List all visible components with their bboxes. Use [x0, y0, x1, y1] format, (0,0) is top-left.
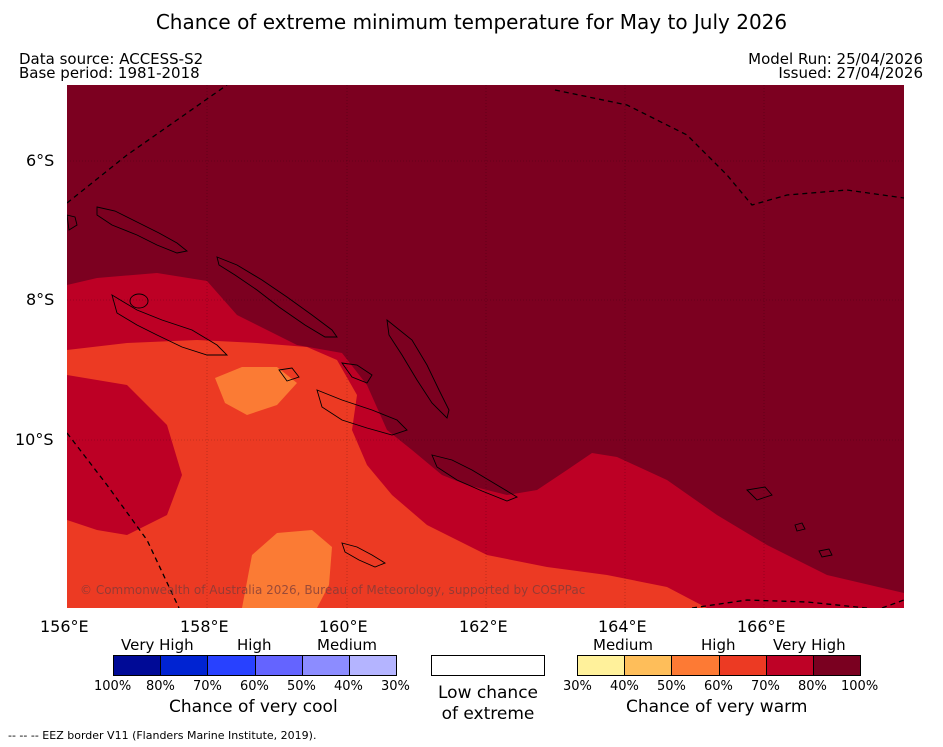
warm-category-very-high: Very High — [773, 636, 846, 654]
warm-tick: 100% — [841, 679, 879, 694]
cool-tick: 60% — [240, 679, 269, 694]
warm-colorbar-swatch — [672, 656, 720, 675]
lon-label: 158°E — [180, 617, 229, 636]
cool-colorbar-swatch — [161, 656, 209, 675]
data-source-label: Data source: ACCESS-S2 — [19, 50, 204, 68]
chart-title: Chance of extreme minimum temperature fo… — [155, 10, 788, 34]
lat-label: 10°S — [15, 430, 54, 449]
cool-category-very-high: Very High — [121, 636, 194, 654]
cool-colorbar — [113, 655, 397, 676]
coastlines — [67, 206, 833, 568]
cool-colorbar-swatch — [302, 656, 350, 675]
lon-label: 166°E — [737, 617, 786, 636]
warm-colorbar — [577, 655, 861, 676]
cool-tick: 80% — [146, 679, 175, 694]
copyright-notice: © Commonwealth of Australia 2026, Bureau… — [80, 583, 586, 597]
cool-tick: 30% — [381, 679, 410, 694]
warm-tick: 50% — [657, 679, 686, 694]
cool-tick: 70% — [193, 679, 222, 694]
eez-borders — [67, 85, 904, 608]
issued-label: Issued: 27/04/2026 — [778, 64, 923, 82]
neutral-caption-line2: of extreme — [441, 704, 535, 724]
warm-colorbar-swatch — [719, 656, 767, 675]
warm-tick: 60% — [704, 679, 733, 694]
cool-category-high: High — [237, 636, 272, 654]
warm-colorbar-swatch — [625, 656, 673, 675]
lon-label: 160°E — [319, 617, 368, 636]
warm-legend-caption: Chance of very warm — [626, 697, 808, 717]
cool-colorbar-swatch — [349, 656, 397, 675]
medium-warm-region-south — [242, 530, 332, 608]
lon-label: 164°E — [598, 617, 647, 636]
cool-category-medium: Medium — [317, 636, 377, 654]
warm-tick: 30% — [563, 679, 592, 694]
probability-map — [67, 85, 904, 608]
warm-colorbar-swatch — [813, 656, 861, 675]
cool-colorbar-swatch — [114, 656, 162, 675]
cool-colorbar-swatch — [255, 656, 303, 675]
warm-tick: 80% — [798, 679, 827, 694]
lon-label: 156°E — [40, 617, 89, 636]
medium-high-warm-region — [67, 340, 707, 608]
warm-tick: 70% — [751, 679, 780, 694]
cool-tick: 50% — [287, 679, 316, 694]
medium-warm-region-north — [215, 367, 297, 415]
lat-label: 8°S — [26, 290, 55, 309]
lon-label: 162°E — [459, 617, 508, 636]
lat-label: 6°S — [26, 151, 55, 170]
warm-category-high: High — [701, 636, 736, 654]
neutral-colorbar — [431, 655, 545, 676]
warm-colorbar-swatch — [766, 656, 814, 675]
graticule — [67, 85, 904, 608]
cool-tick: 100% — [94, 679, 132, 694]
neutral-caption-line1: Low chance — [438, 683, 538, 703]
base-period-label: Base period: 1981-2018 — [19, 64, 200, 82]
warm-colorbar-swatch — [578, 656, 626, 675]
warm-tick: 40% — [610, 679, 639, 694]
cool-colorbar-swatch — [208, 656, 256, 675]
cool-tick: 40% — [334, 679, 363, 694]
model-run-label: Model Run: 25/04/2026 — [748, 50, 923, 68]
eez-border-note: -- -- -- EEZ border V11 (Flanders Marine… — [8, 729, 317, 742]
warm-category-medium: Medium — [593, 636, 653, 654]
cool-legend-caption: Chance of very cool — [169, 697, 338, 717]
